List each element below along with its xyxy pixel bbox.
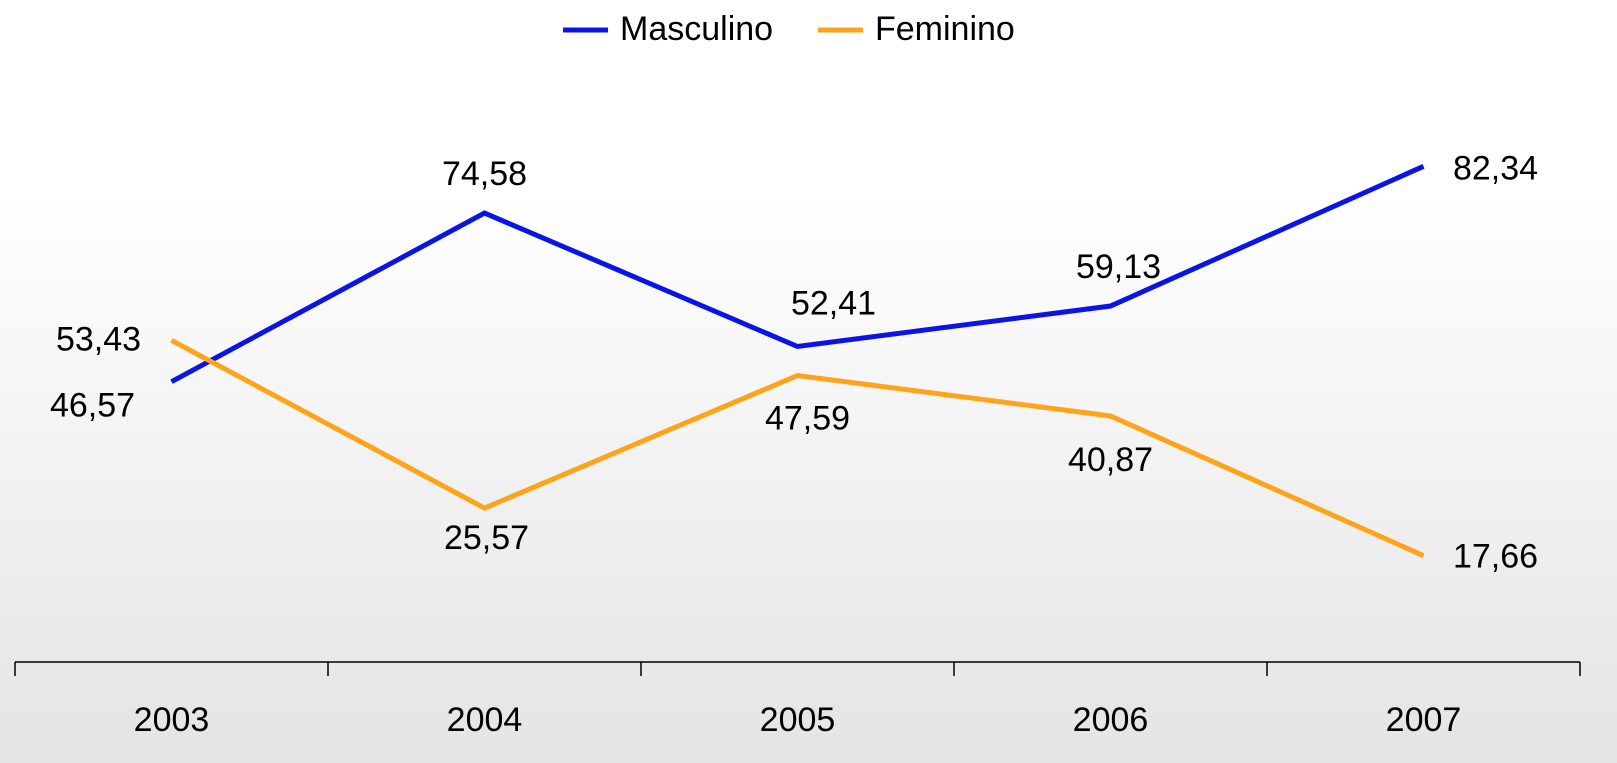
x-tick-label: 2007 — [1386, 701, 1462, 739]
series-line — [170, 164, 1425, 384]
data-label: 40,87 — [1068, 441, 1153, 479]
data-label: 53,43 — [56, 320, 141, 358]
data-label: 25,57 — [444, 519, 529, 557]
legend-label: Masculino — [620, 10, 773, 48]
data-label: 46,57 — [50, 387, 135, 425]
data-label: 74,58 — [442, 155, 527, 193]
x-tick-label: 2004 — [447, 701, 523, 739]
data-label: 52,41 — [791, 284, 876, 322]
x-tick-label: 2003 — [134, 701, 210, 739]
x-tick-label: 2006 — [1073, 701, 1149, 739]
data-label: 82,34 — [1453, 149, 1538, 187]
legend-label: Feminino — [875, 10, 1015, 48]
series-line — [170, 338, 1425, 558]
data-label: 17,66 — [1453, 538, 1538, 576]
data-label: 47,59 — [765, 399, 850, 437]
data-label: 59,13 — [1076, 248, 1161, 286]
x-tick-label: 2005 — [760, 701, 836, 739]
